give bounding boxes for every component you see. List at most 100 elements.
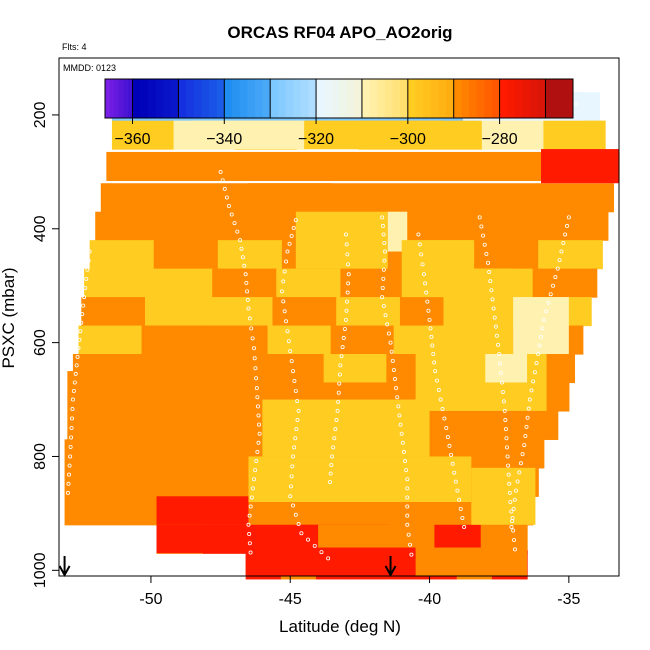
colorbar-swatch (316, 79, 325, 118)
track-point (405, 486, 410, 491)
track-point (509, 525, 514, 530)
heatmap-cell (124, 439, 185, 469)
colorbar-swatch (469, 79, 478, 118)
heatmap-cell (435, 410, 498, 440)
track-point (344, 308, 349, 313)
track-point (504, 445, 509, 450)
track-point (333, 427, 338, 432)
track-point (281, 299, 286, 304)
colorbar-swatch (105, 79, 111, 118)
track-point (564, 223, 569, 228)
track-point (434, 378, 439, 383)
track-point (336, 399, 341, 404)
track-point (232, 221, 237, 226)
track-point (496, 342, 501, 347)
track-point (381, 304, 386, 309)
track-point (239, 246, 244, 251)
chart-title: ORCAS RF04 APO_AO2orig (227, 23, 452, 42)
track-point (226, 203, 231, 208)
flights-note: Flts: 4 (62, 42, 87, 52)
heatmap-cell (78, 325, 143, 355)
heatmap-cell (532, 268, 598, 298)
track-point (220, 178, 225, 183)
track-point (507, 481, 512, 486)
track-point (408, 542, 413, 547)
track-point (497, 351, 502, 356)
track-point (534, 361, 539, 366)
heatmap-cell (123, 467, 184, 497)
heatmap-cell (262, 399, 430, 457)
track-point (380, 223, 385, 228)
track-point (235, 229, 240, 234)
track-point (343, 232, 348, 237)
y-axis-label: PSXC (mbar) (0, 267, 18, 368)
track-point (66, 481, 71, 486)
arrow-head (58, 565, 71, 578)
track-point (86, 258, 91, 263)
track-point (515, 479, 520, 484)
colorbar-swatch (438, 79, 447, 118)
track-point (246, 306, 251, 311)
track-point (248, 504, 253, 509)
heatmap-cell (474, 240, 539, 270)
x-axis: -50 -45 -40 -35 (139, 576, 581, 608)
track-point (574, 101, 579, 106)
heatmap-cell (192, 120, 305, 150)
colorbar-swatch (209, 79, 218, 118)
track-point (345, 290, 350, 295)
track-point (462, 525, 467, 530)
track-point (85, 267, 90, 272)
track-point (78, 329, 83, 334)
track-point (279, 289, 284, 294)
track-point (337, 381, 342, 386)
heatmap-cell (443, 268, 514, 354)
track-point (293, 218, 298, 223)
track-point (444, 425, 449, 430)
track-point (342, 326, 347, 331)
y-tick-label: 200 (32, 101, 49, 128)
track-point (405, 513, 410, 518)
track-point (286, 339, 291, 344)
track-point (75, 354, 80, 359)
track-point (292, 379, 297, 384)
colorbar-swatch (140, 79, 149, 118)
track-point (291, 454, 296, 459)
track-point (526, 406, 531, 411)
track-point (291, 226, 296, 231)
heatmap-cell (208, 297, 274, 327)
track-point (291, 503, 296, 508)
track-point (252, 356, 257, 361)
track-point (335, 408, 340, 413)
track-point (507, 490, 512, 495)
heatmap-cell (64, 467, 125, 497)
track-point (67, 472, 72, 477)
heatmap-cell (272, 297, 337, 327)
colorbar-swatch (392, 79, 401, 118)
track-point (257, 431, 262, 436)
heatmap-cell (64, 439, 126, 469)
track-point (525, 415, 530, 420)
track-point (388, 340, 393, 345)
track-point (80, 312, 85, 317)
track-point (327, 480, 332, 485)
heatmap-cell (362, 151, 428, 181)
track-point (340, 345, 345, 350)
heatmap-cell (248, 183, 333, 212)
track-point (430, 343, 435, 348)
track-point (69, 425, 74, 430)
colorbar-swatch (262, 79, 271, 118)
track-point (436, 388, 441, 393)
colorbar-swatch (114, 79, 120, 118)
colorbar-swatch (308, 79, 317, 118)
heatmap-cell (132, 382, 196, 412)
colorbar-swatch (384, 79, 394, 118)
track-point (487, 270, 492, 275)
track-point (67, 463, 72, 468)
heatmap-cell (67, 371, 124, 411)
track-point (76, 346, 81, 351)
colorbar-tick-label: −320 (298, 131, 334, 148)
heatmap-cell (198, 354, 262, 384)
colorbar-tick-label: −300 (390, 131, 426, 148)
track-point (517, 470, 522, 475)
colorbar-swatch (186, 79, 195, 118)
